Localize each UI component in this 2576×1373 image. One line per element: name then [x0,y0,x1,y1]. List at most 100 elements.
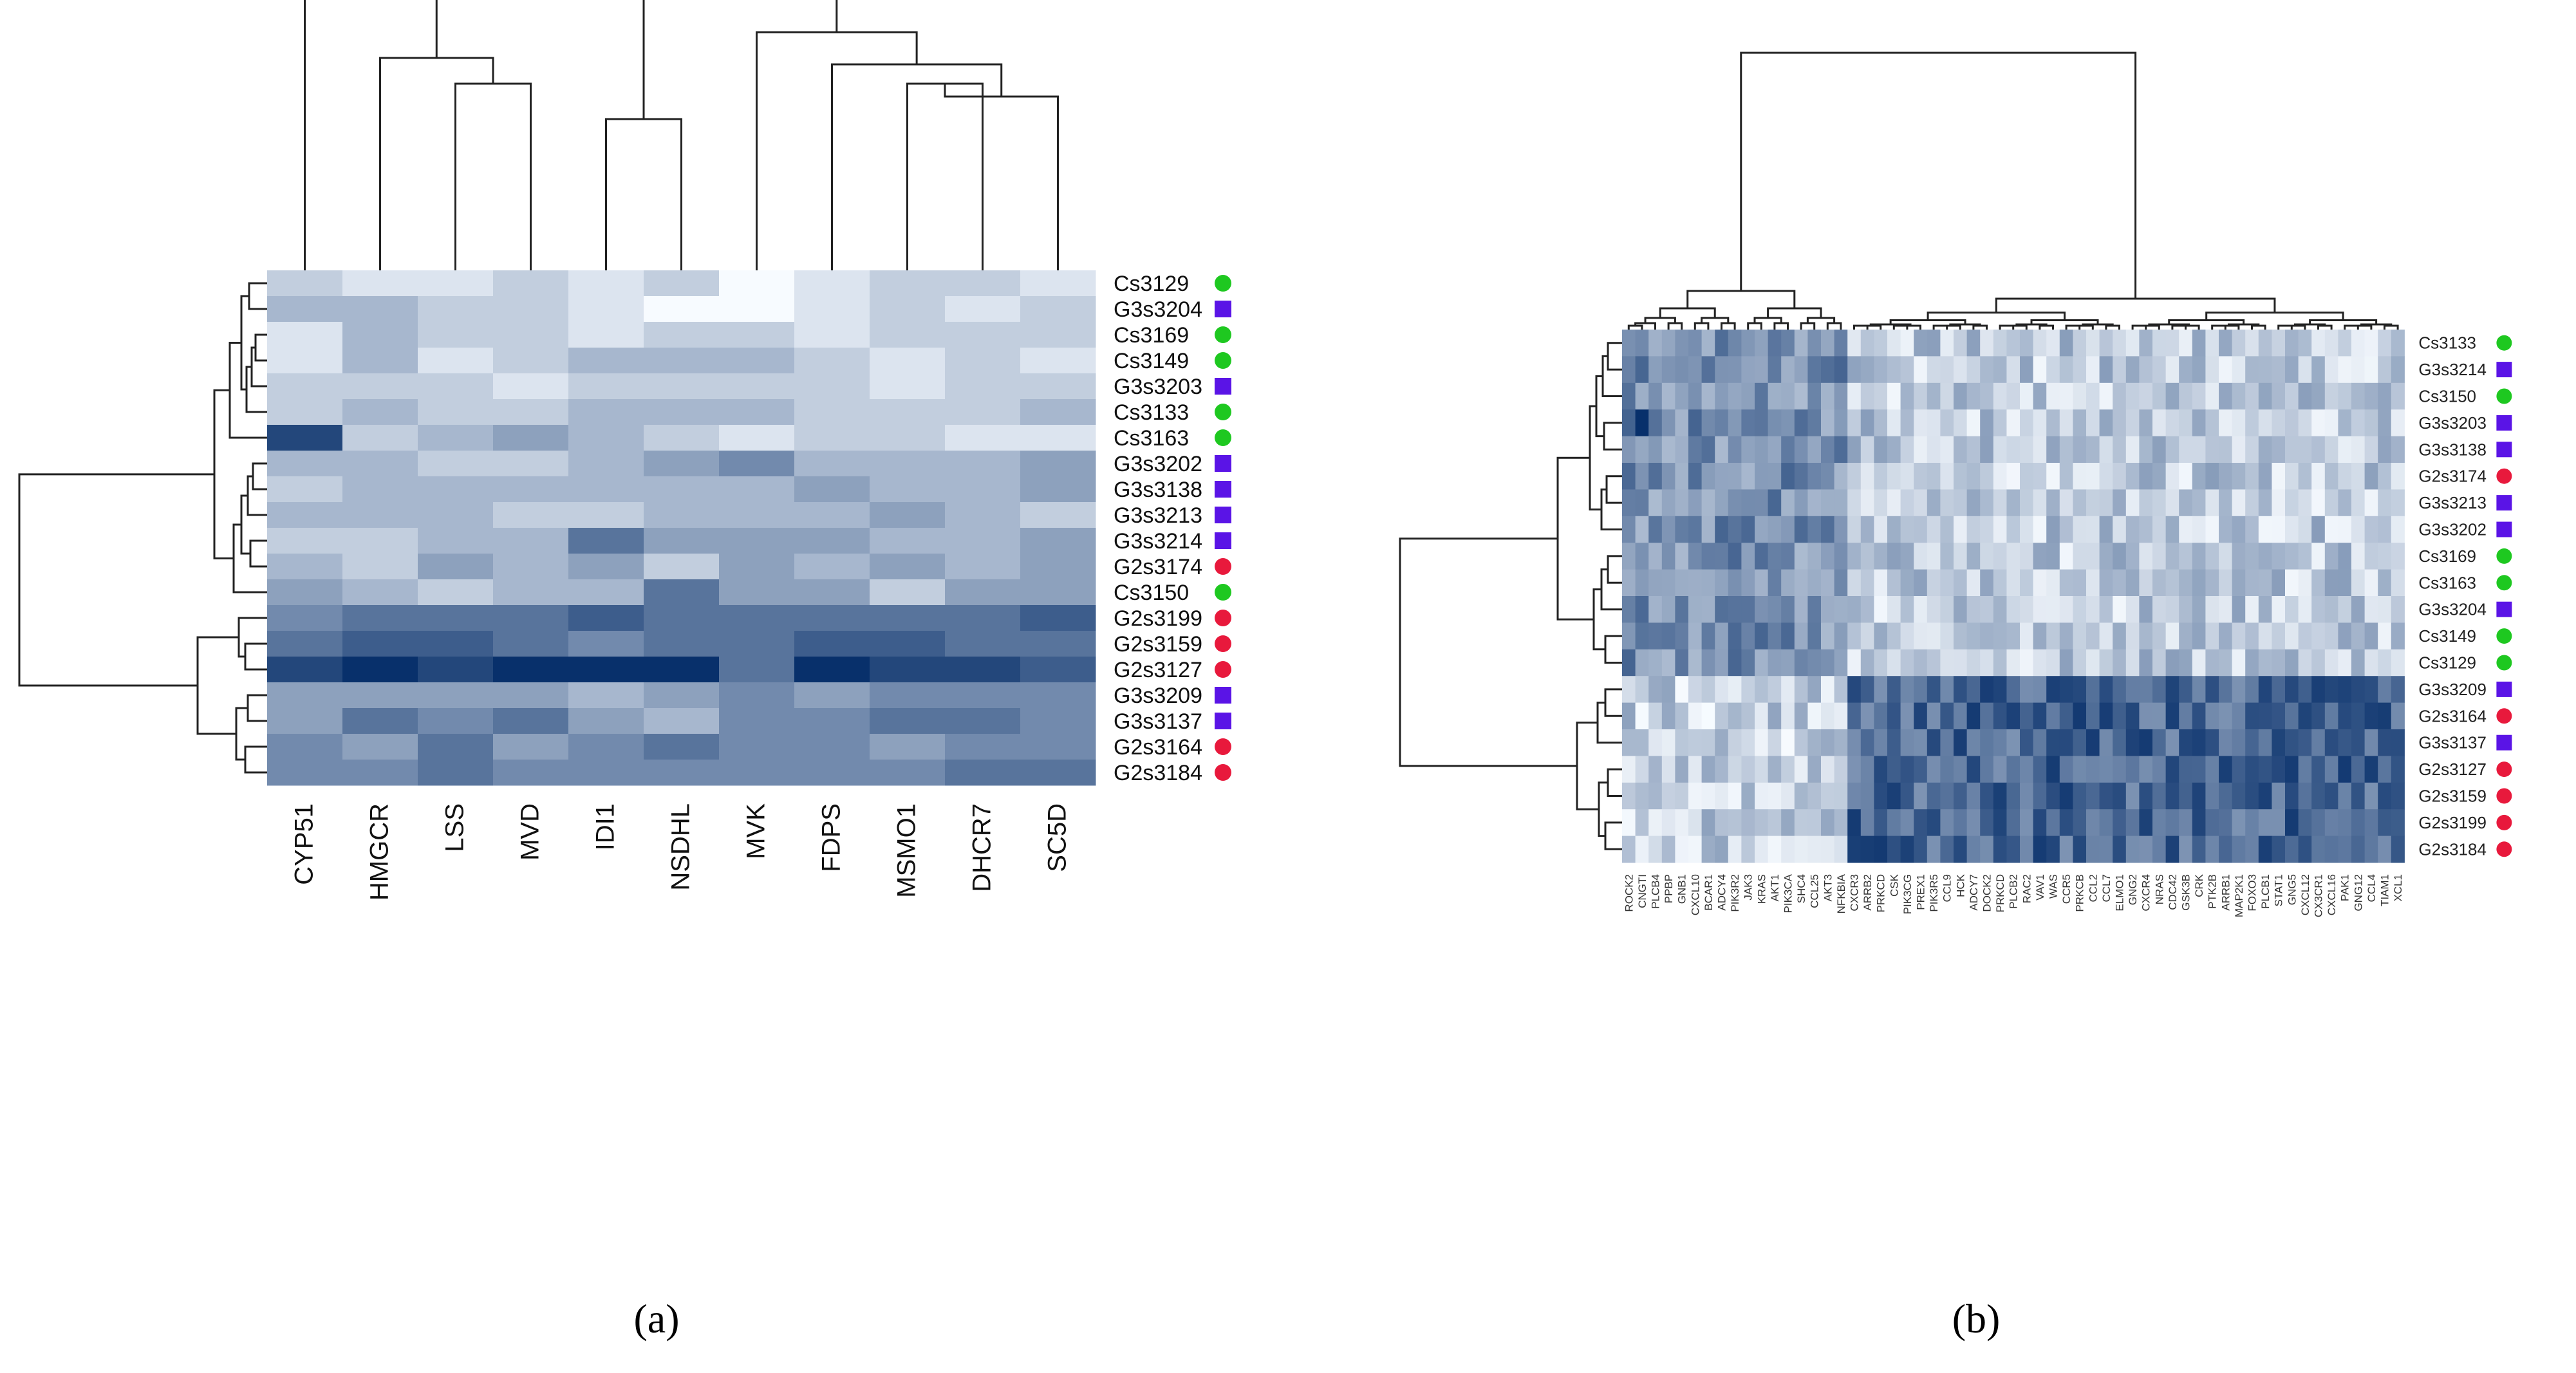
heatmap-cell [1781,543,1795,570]
group-marker-circle [1215,404,1231,420]
group-marker-square [2496,601,2512,617]
heatmap-cell [2351,702,2366,730]
column-label: MAP2K1 [2233,874,2245,917]
heatmap-cell [2152,622,2167,650]
heatmap-cell [1860,330,1874,357]
heatmap-cell [2059,436,2073,463]
heatmap-cell [1966,756,1981,783]
heatmap-cell [2086,702,2100,730]
heatmap-cell [1020,579,1096,606]
heatmap-cell [870,554,946,580]
heatmap-cell [2285,809,2299,837]
heatmap-cell [1781,436,1795,463]
heatmap-cell [2285,702,2299,730]
heatmap-cell [794,682,870,709]
heatmap-cell [1755,330,1769,357]
heatmap-cell [1755,409,1769,437]
dendrogram-branch [2317,324,2333,330]
heatmap-cell [1688,382,1703,410]
heatmap-cell [2113,622,2127,650]
heatmap-cell [2113,676,2127,704]
heatmap-cell [2324,356,2338,384]
heatmap-cell [1622,356,1636,384]
heatmap-cell [1781,649,1795,677]
heatmap-cell [1821,330,1835,357]
heatmap-cell [2192,409,2206,437]
dendrogram-branch [831,63,1003,270]
heatmap-cell [2152,782,2167,810]
heatmap-cell [1648,596,1663,623]
heatmap-cell [2152,409,2167,437]
heatmap-cell [2059,702,2073,730]
heatmap-cell [2046,782,2060,810]
heatmap-cell [2139,676,2153,704]
heatmap-cell [1834,543,1848,570]
heatmap-cell [1900,569,1914,597]
heatmap-cell [794,373,870,400]
heatmap-cell [2033,836,2047,863]
heatmap-cell [1860,836,1874,863]
heatmap-cell [2152,702,2167,730]
heatmap-cell [2232,702,2246,730]
dendrogram-branch [2384,324,2399,330]
heatmap-cell [2006,409,2021,437]
heatmap-cell [1940,756,1954,783]
heatmap-cell [2338,809,2352,837]
heatmap-cell [1661,782,1675,810]
column-label: ELMO1 [2114,874,2126,911]
panel-b-label: (b) [1952,1296,2001,1341]
heatmap-cell [1675,330,1689,357]
heatmap-cell [2033,436,2047,463]
heatmap-cell [794,348,870,374]
heatmap-cell [870,605,946,631]
heatmap-cell [1781,676,1795,704]
heatmap-cell [1675,676,1689,704]
heatmap-cell [1675,649,1689,677]
heatmap-cell [1821,569,1835,597]
column-label: PLCB1 [2259,874,2272,909]
heatmap-cell [2165,382,2179,410]
column-label: CXCL16 [2326,874,2338,915]
heatmap-cell [2285,543,2299,570]
row-label: G3s3209 [2418,680,2487,699]
heatmap-cell [2364,409,2378,437]
heatmap-cell [2351,516,2366,543]
panel-b-column-labels: ROCK2 CNGTI PLCB4 PPBP GNB1 CXCL10 BCAR1 ADCY4 P… [1623,873,2404,917]
heatmap-cell [794,270,870,297]
heatmap-cell [1927,649,1941,677]
heatmap-cell [1781,382,1795,410]
column-label: LSS [441,803,469,852]
heatmap-cell [2179,596,2193,623]
heatmap-cell [2338,729,2352,756]
heatmap-cell [2245,409,2259,437]
heatmap-cell [2205,543,2219,570]
heatmap-cell [2232,676,2246,704]
heatmap-cell [1860,516,1874,543]
heatmap-cell [870,476,946,503]
column-label: CCL4 [2366,874,2378,902]
heatmap-cell [2232,569,2246,597]
heatmap-cell [2205,596,2219,623]
heatmap-cell [2364,702,2378,730]
heatmap-cell [2086,596,2100,623]
dendrogram-branch [1927,312,2066,321]
heatmap-cell [2298,463,2312,490]
heatmap-cell [1980,516,1994,543]
row-label: G3s3203 [2418,413,2487,433]
dendrogram-branch [1747,322,1762,330]
heatmap-cell [568,373,644,400]
heatmap-cell [1954,409,1968,437]
panel-a-row-dendrogram [18,282,267,774]
heatmap-cell [267,502,343,528]
heatmap-cell [2033,489,2047,517]
heatmap-cell [2351,356,2366,384]
heatmap-cell [1887,622,1901,650]
heatmap-cell [870,708,946,734]
heatmap-cell [1675,409,1689,437]
heatmap-cell [1675,756,1689,783]
dendrogram-branch [1598,781,1608,837]
heatmap-cell [1635,356,1649,384]
heatmap-cell [2298,649,2312,677]
row-label: Cs3149 [2418,626,2476,646]
heatmap-cell [945,631,1021,657]
